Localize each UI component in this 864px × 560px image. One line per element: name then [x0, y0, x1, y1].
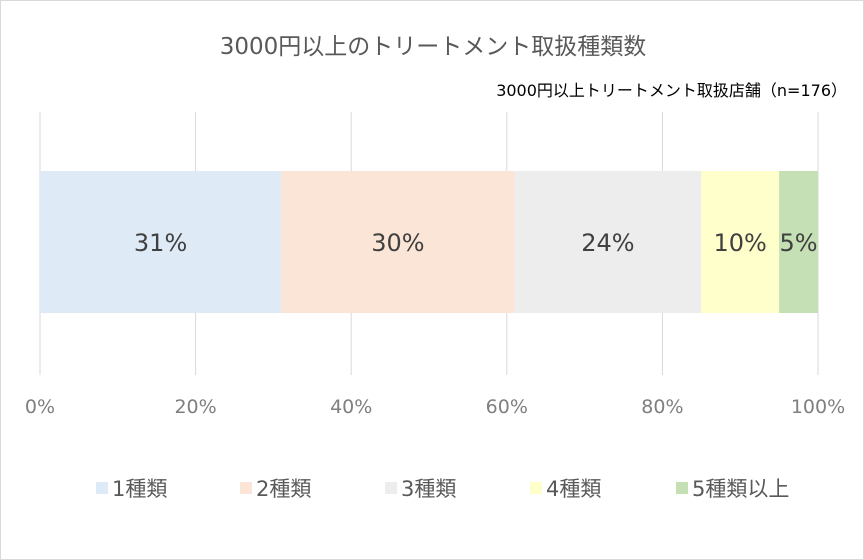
legend: 1種類 2種類 3種類 4種類 5種類以上	[96, 477, 789, 501]
data-label: 30%	[371, 229, 424, 257]
data-label: 10%	[714, 229, 767, 257]
x-axis-tick-labels: 0% 20% 40% 60% 80% 100%	[25, 396, 845, 418]
legend-label: 4種類	[546, 477, 601, 501]
legend-label: 3種類	[401, 477, 456, 501]
data-label: 24%	[581, 229, 634, 257]
bar-segment	[701, 171, 780, 313]
data-labels: 31% 30% 24% 10% 5%	[134, 229, 818, 257]
legend-label: 2種類	[256, 477, 311, 501]
chart-title: 3000円以上のトリートメント取扱種類数	[219, 34, 647, 60]
data-label: 5%	[780, 229, 818, 257]
bar-segment	[514, 171, 702, 313]
x-tick-label: 20%	[174, 396, 216, 418]
chart-subtitle: 3000円以上トリートメント取扱店舗（n=176）	[496, 81, 847, 100]
legend-label: 1種類	[112, 477, 167, 501]
bar-segment	[779, 171, 818, 313]
x-tick-label: 80%	[641, 396, 683, 418]
x-tick-label: 60%	[486, 396, 528, 418]
legend-swatch	[240, 482, 252, 494]
legend-swatch	[676, 482, 688, 494]
x-tick-label: 100%	[791, 396, 845, 418]
data-label: 31%	[134, 229, 187, 257]
bar-segments	[40, 171, 818, 313]
legend-swatch	[530, 482, 542, 494]
x-tick-label: 0%	[25, 396, 55, 418]
legend-label: 5種類以上	[692, 477, 789, 501]
bar-segment	[40, 171, 282, 313]
legend-swatch	[96, 482, 108, 494]
legend-swatch	[385, 482, 397, 494]
bar-segment	[281, 171, 515, 313]
x-tick-label: 40%	[330, 396, 372, 418]
